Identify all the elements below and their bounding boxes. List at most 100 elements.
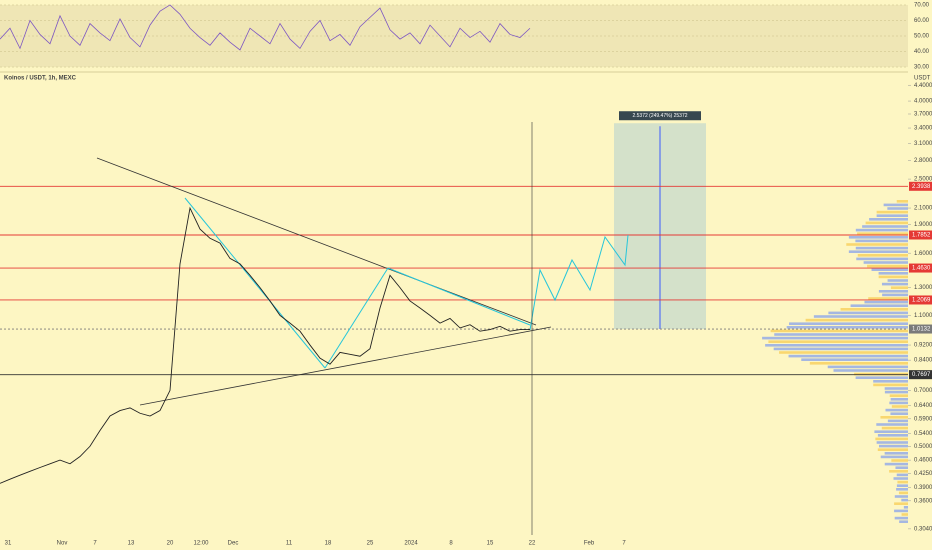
volume-profile-decor bbox=[884, 452, 908, 455]
level-label: 1.4630 bbox=[912, 266, 931, 272]
level-tag bbox=[909, 263, 932, 273]
volume-profile-decor bbox=[878, 272, 908, 275]
level-tag bbox=[909, 230, 932, 240]
volume-profile-decor bbox=[865, 221, 908, 225]
volume-profile-decor bbox=[876, 441, 908, 444]
volume-profile-decor bbox=[871, 268, 908, 271]
x-tick-label: 18 bbox=[325, 541, 332, 547]
volume-profile-decor bbox=[854, 372, 908, 376]
volume-profile-decor bbox=[901, 513, 908, 516]
x-tick-label: 31 bbox=[5, 541, 12, 547]
volume-profile-decor bbox=[882, 293, 908, 297]
volume-profile-decor bbox=[896, 473, 908, 477]
volume-profile-decor bbox=[891, 405, 908, 408]
volume-profile-decor bbox=[880, 455, 908, 459]
volume-profile-decor bbox=[885, 408, 908, 412]
pattern-line bbox=[324, 267, 389, 369]
volume-profile-decor bbox=[768, 340, 908, 343]
level-tag bbox=[909, 181, 932, 191]
volume-profile-decor bbox=[762, 336, 908, 340]
volume-profile-decor bbox=[877, 448, 908, 451]
volume-profile-decor bbox=[855, 376, 908, 379]
volume-profile-decor bbox=[868, 297, 908, 300]
position-label-bg bbox=[619, 111, 701, 121]
level-tag bbox=[909, 370, 932, 380]
rsi-tick-label: 60.00 bbox=[914, 18, 930, 24]
currency-label: USDT bbox=[914, 76, 931, 82]
volume-profile-decor bbox=[827, 365, 908, 369]
volume-profile-decor bbox=[863, 261, 908, 264]
level-label: 0.7697 bbox=[912, 372, 931, 378]
volume-profile-decor bbox=[873, 383, 908, 387]
volume-profile-decor bbox=[887, 207, 908, 210]
y-tick-label: 2.5000 bbox=[914, 177, 932, 183]
volume-profile-decor bbox=[881, 282, 908, 286]
volume-profile-decor bbox=[874, 430, 908, 433]
volume-profile-decor bbox=[833, 369, 908, 372]
volume-profile-decor bbox=[898, 491, 908, 495]
y-tick-label: 0.3600 bbox=[914, 498, 932, 504]
x-tick-label: 12:00 bbox=[193, 541, 209, 547]
volume-profile-decor bbox=[875, 437, 908, 441]
volume-profile-decor bbox=[894, 502, 908, 505]
volume-profile-decor bbox=[891, 459, 908, 462]
volume-profile-decor bbox=[848, 236, 908, 239]
volume-profile-decor bbox=[899, 520, 908, 523]
pattern-line bbox=[184, 197, 326, 369]
volume-profile-decor bbox=[896, 484, 908, 487]
volume-profile-decor bbox=[881, 426, 908, 430]
volume-profile-decor bbox=[862, 225, 908, 228]
volume-profile-decor bbox=[873, 380, 908, 383]
x-tick-label: 20 bbox=[167, 541, 174, 547]
volume-profile-decor bbox=[877, 434, 908, 437]
x-tick-label: 22 bbox=[529, 541, 536, 547]
volume-profile-decor bbox=[848, 250, 908, 253]
rsi-tick-label: 40.00 bbox=[914, 49, 930, 55]
volume-profile-decor bbox=[805, 318, 908, 322]
volume-profile-decor bbox=[876, 214, 908, 217]
x-tick-label: 25 bbox=[367, 541, 374, 547]
x-tick-label: 8 bbox=[449, 541, 453, 547]
level-label: 1.2069 bbox=[912, 298, 931, 304]
volume-profile-decor bbox=[897, 480, 908, 484]
trendline bbox=[96, 157, 537, 326]
rsi-line bbox=[0, 4, 531, 51]
volume-profile-decor bbox=[828, 311, 908, 315]
y-tick-label: 0.5000 bbox=[914, 444, 932, 450]
symbol-title: Koinos / USDT, 1h, MEXC bbox=[4, 76, 77, 82]
volume-profile-decor bbox=[889, 401, 908, 405]
pattern-line bbox=[387, 267, 531, 326]
y-tick-label: 1.9000 bbox=[914, 222, 932, 228]
y-tick-label: 0.3040 bbox=[914, 526, 932, 532]
volume-profile-decor bbox=[770, 329, 908, 333]
x-tick-label: 2024 bbox=[404, 541, 418, 547]
volume-profile-decor bbox=[889, 470, 908, 473]
y-tick-label: 0.4600 bbox=[914, 458, 932, 464]
volume-profile-decor bbox=[879, 444, 908, 448]
volume-profile-decor bbox=[809, 362, 908, 365]
volume-profile-decor bbox=[896, 200, 908, 203]
volume-profile-decor bbox=[880, 416, 908, 419]
volume-profile-decor bbox=[789, 322, 908, 325]
position-label: 2.5372 (249.47%) 25372 bbox=[632, 113, 687, 119]
volume-profile-decor bbox=[895, 466, 908, 469]
x-tick-label: 15 bbox=[487, 541, 494, 547]
x-tick-label: 11 bbox=[286, 541, 293, 547]
y-tick-label: 1.3000 bbox=[914, 285, 932, 291]
pattern-line bbox=[529, 234, 629, 331]
y-tick-label: 0.4250 bbox=[914, 471, 932, 477]
y-tick-label: 4.0000 bbox=[914, 99, 932, 105]
volume-profile-decor bbox=[878, 275, 908, 279]
volume-profile-decor bbox=[855, 239, 908, 243]
volume-profile-decor bbox=[846, 243, 908, 246]
volume-profile-decor bbox=[896, 488, 908, 491]
y-tick-label: 1.1000 bbox=[914, 313, 932, 319]
volume-profile-decor bbox=[855, 246, 908, 250]
y-tick-label: 1.6000 bbox=[914, 251, 932, 257]
volume-profile-decor bbox=[788, 354, 908, 358]
x-tick-label: Feb bbox=[584, 541, 595, 547]
x-tick-label: Nov bbox=[57, 541, 68, 547]
rsi-tick-label: 30.00 bbox=[914, 65, 930, 71]
